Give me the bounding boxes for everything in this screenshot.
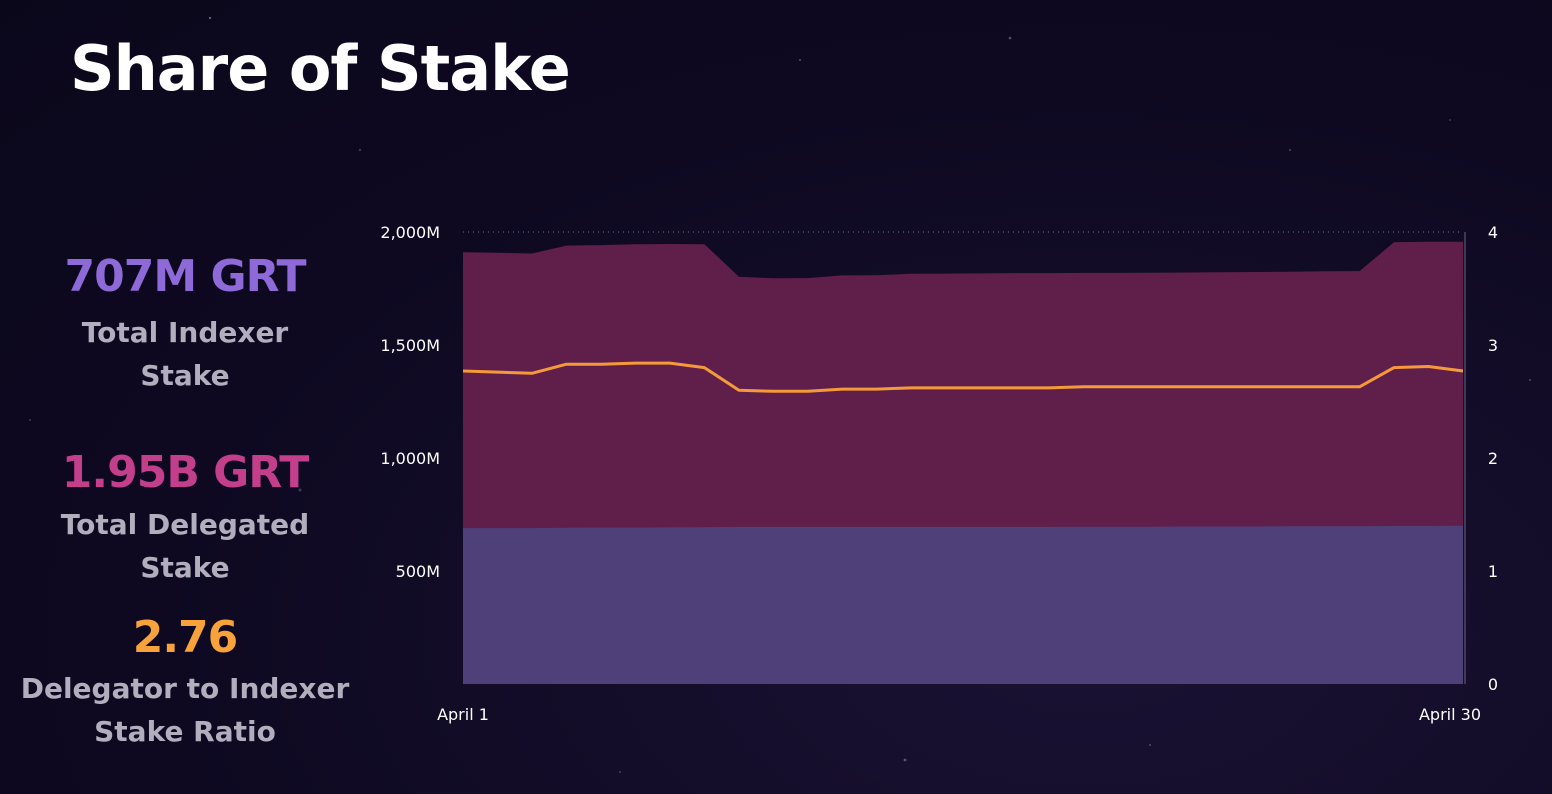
delegated-stake-label-line-2: Stake — [140, 551, 230, 584]
indexer-stake-value: 707M GRT — [64, 251, 307, 302]
indexer-stake-label-line-2: Stake — [140, 359, 230, 392]
left-tick-label: 500M — [396, 562, 440, 581]
left-tick-label: 1,000M — [380, 449, 440, 468]
x-tick-label-end: April 30 — [1419, 705, 1481, 724]
x-axis-ticks: April 1 April 30 — [437, 705, 1481, 724]
right-tick-label: 3 — [1488, 336, 1498, 355]
stake-ratio-value: 2.76 — [132, 612, 239, 663]
right-tick-label: 0 — [1488, 675, 1498, 694]
x-tick-label-start: April 1 — [437, 705, 489, 724]
right-tick-label: 4 — [1488, 223, 1498, 242]
left-tick-label: 2,000M — [380, 223, 440, 242]
stake-ratio-label-line-1: Delegator to Indexer — [20, 672, 350, 705]
stats-panel: 707M GRT Total Indexer Stake 1.95B GRT T… — [0, 0, 370, 794]
left-tick-label: 1,500M — [380, 336, 440, 355]
indexer-stake-area — [463, 525, 1463, 684]
indexer-stake-label-line-1: Total Indexer — [81, 316, 289, 349]
slide-title: Share of Stake — [70, 32, 571, 105]
right-tick-label: 1 — [1488, 562, 1498, 581]
stake-ratio-label-line-2: Stake Ratio — [94, 715, 276, 748]
right-tick-label: 2 — [1488, 449, 1498, 468]
delegated-stake-value: 1.95B GRT — [61, 447, 309, 498]
right-axis-ticks: 4 3 2 1 0 — [1488, 223, 1498, 694]
left-axis-ticks: 2,000M 1,500M 1,000M 500M — [380, 223, 440, 581]
delegated-stake-label-line-1: Total Delegated — [60, 508, 310, 541]
ratio-line — [462, 361, 1464, 393]
